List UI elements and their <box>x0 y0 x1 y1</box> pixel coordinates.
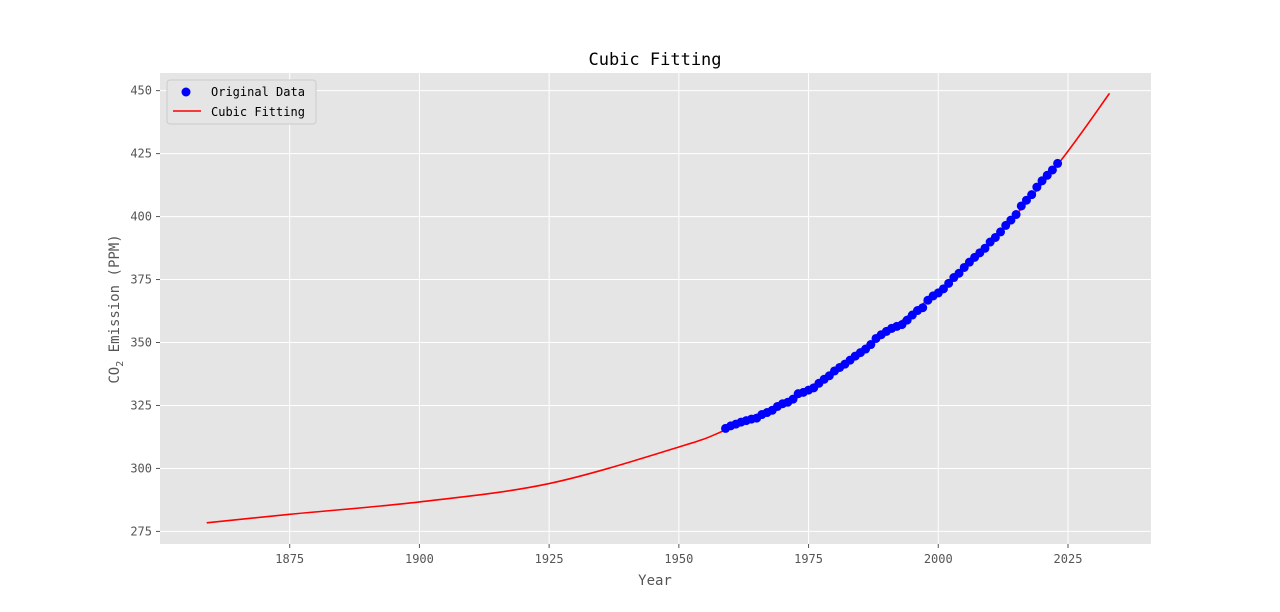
legend-label-original-data: Original Data <box>211 85 305 99</box>
data-point <box>1027 190 1037 200</box>
x-tick-label: 2025 <box>1054 552 1083 566</box>
x-ticks: 1875 1900 1925 1950 1975 2000 2025 <box>275 544 1082 566</box>
data-point <box>1053 158 1063 168</box>
x-tick-label: 1875 <box>275 552 304 566</box>
plot-background <box>160 73 1151 544</box>
data-point <box>1011 210 1021 220</box>
y-ticks: 275 300 325 350 375 400 425 450 <box>130 84 160 538</box>
data-point <box>1016 201 1026 211</box>
data-point <box>954 268 964 278</box>
y-tick-label: 275 <box>130 524 152 538</box>
y-tick-label: 450 <box>130 84 152 98</box>
legend-marker-original-data <box>181 87 191 97</box>
data-point <box>866 340 876 350</box>
legend-box <box>166 79 317 125</box>
x-tick-label: 1925 <box>535 552 564 566</box>
y-tick-label: 325 <box>130 398 152 412</box>
data-points <box>721 158 1063 433</box>
data-point <box>980 243 990 253</box>
data-point <box>1047 165 1057 175</box>
y-tick-label: 375 <box>130 273 152 287</box>
y-axis-label-pre: CO <box>107 367 123 384</box>
x-tick-label: 1900 <box>405 552 434 566</box>
legend-label-cubic-fitting: Cubic Fitting <box>211 105 305 119</box>
grid <box>160 73 1151 544</box>
x-axis-label: Year <box>638 573 672 589</box>
x-tick-label: 2000 <box>924 552 953 566</box>
y-tick-label: 350 <box>130 336 152 350</box>
legend: Original Data Cubic Fitting <box>166 79 317 125</box>
y-axis-label-post: Emission (PPM) <box>107 234 123 360</box>
chart-title: Cubic Fitting <box>588 50 721 70</box>
y-tick-label: 300 <box>130 461 152 475</box>
data-point <box>944 278 954 288</box>
y-axis-label: CO2 Emission (PPM) <box>107 234 126 383</box>
y-axis-label-sub: 2 <box>115 361 126 367</box>
data-point <box>918 303 928 313</box>
x-tick-label: 1975 <box>794 552 823 566</box>
x-tick-label: 1950 <box>664 552 693 566</box>
y-tick-label: 425 <box>130 147 152 161</box>
y-tick-label: 400 <box>130 210 152 224</box>
data-point <box>1032 182 1042 192</box>
data-point <box>996 227 1006 237</box>
